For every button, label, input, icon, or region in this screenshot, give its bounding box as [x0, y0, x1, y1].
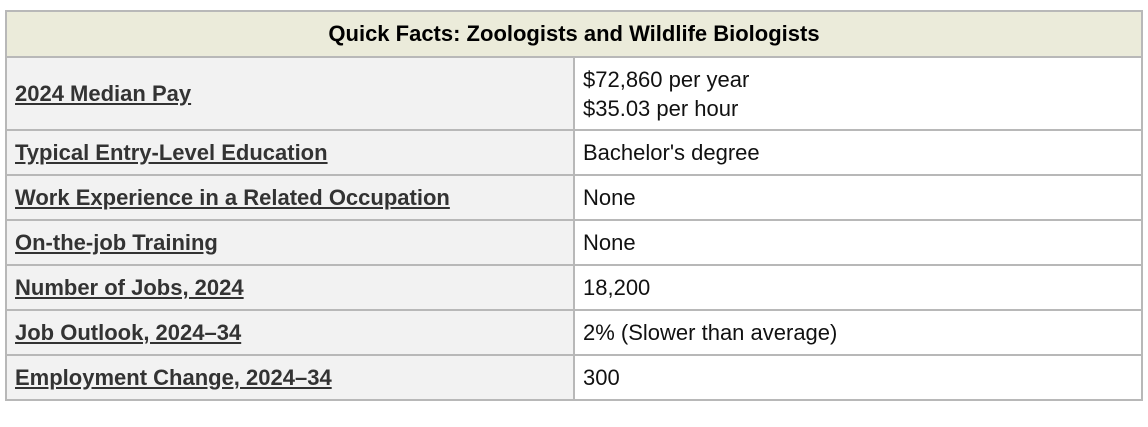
number-of-jobs-value: 18,200: [573, 264, 1143, 311]
label-cell: Job Outlook, 2024–34: [5, 309, 575, 356]
table-row-education: Typical Entry-Level Education Bachelor's…: [5, 129, 1143, 176]
job-outlook-value: 2% (Slower than average): [573, 309, 1143, 356]
median-pay-link[interactable]: 2024 Median Pay: [15, 80, 192, 106]
label-cell: 2024 Median Pay: [5, 56, 575, 131]
entry-education-value: Bachelor's degree: [573, 129, 1143, 176]
job-outlook-link[interactable]: Job Outlook, 2024–34: [15, 319, 242, 345]
value-cell: $72,860 per year $35.03 per hour: [573, 56, 1143, 131]
median-pay-yearly: $72,860 per year: [583, 66, 750, 92]
label-cell: Number of Jobs, 2024: [5, 264, 575, 311]
table-row-employment-change: Employment Change, 2024–34 300: [5, 354, 1143, 401]
work-experience-link[interactable]: Work Experience in a Related Occupation: [15, 184, 450, 210]
number-of-jobs-link[interactable]: Number of Jobs, 2024: [15, 274, 244, 300]
table-row-job-outlook: Job Outlook, 2024–34 2% (Slower than ave…: [5, 309, 1143, 356]
label-cell: Typical Entry-Level Education: [5, 129, 575, 176]
job-training-value: None: [573, 219, 1143, 266]
quick-facts-table: Quick Facts: Zoologists and Wildlife Bio…: [5, 10, 1143, 401]
job-training-link[interactable]: On-the-job Training: [15, 229, 218, 255]
label-cell: Work Experience in a Related Occupation: [5, 174, 575, 221]
median-pay-hourly: $35.03 per hour: [583, 95, 739, 121]
employment-change-value: 300: [573, 354, 1143, 401]
employment-change-link[interactable]: Employment Change, 2024–34: [15, 364, 332, 390]
label-cell: On-the-job Training: [5, 219, 575, 266]
table-title: Quick Facts: Zoologists and Wildlife Bio…: [5, 10, 1143, 58]
table-header-row: Quick Facts: Zoologists and Wildlife Bio…: [5, 10, 1143, 58]
table-row-training: On-the-job Training None: [5, 219, 1143, 266]
quick-facts-container: Quick Facts: Zoologists and Wildlife Bio…: [5, 10, 1143, 401]
table-row-work-experience: Work Experience in a Related Occupation …: [5, 174, 1143, 221]
table-row-median-pay: 2024 Median Pay $72,860 per year $35.03 …: [5, 56, 1143, 131]
entry-education-link[interactable]: Typical Entry-Level Education: [15, 139, 328, 165]
label-cell: Employment Change, 2024–34: [5, 354, 575, 401]
table-row-number-of-jobs: Number of Jobs, 2024 18,200: [5, 264, 1143, 311]
work-experience-value: None: [573, 174, 1143, 221]
